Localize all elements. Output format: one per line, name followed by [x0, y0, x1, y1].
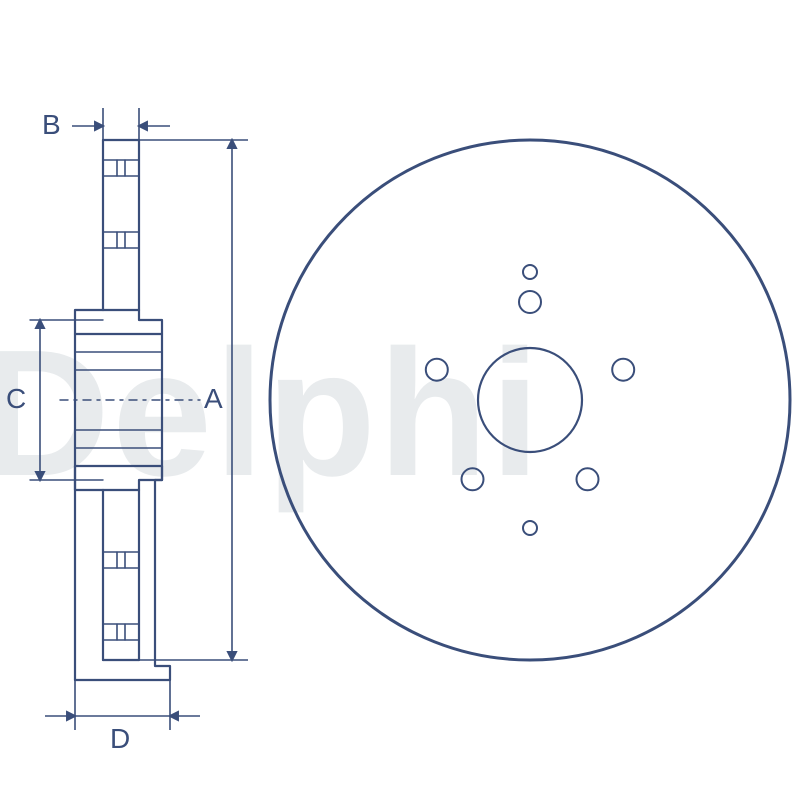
dim-B: B: [42, 108, 170, 140]
locator-holes: [523, 265, 537, 535]
dim-D: D: [45, 680, 200, 754]
label-C: C: [6, 383, 26, 414]
label-B: B: [42, 109, 61, 140]
label-A: A: [204, 383, 223, 414]
front-view: [270, 140, 790, 660]
label-D: D: [110, 723, 130, 754]
bolt-holes: [426, 291, 634, 490]
side-view: [30, 140, 200, 680]
brake-disc-diagram: A B C D: [0, 0, 800, 800]
dim-C: C: [6, 320, 40, 480]
dimensions: A B C D: [6, 108, 248, 754]
